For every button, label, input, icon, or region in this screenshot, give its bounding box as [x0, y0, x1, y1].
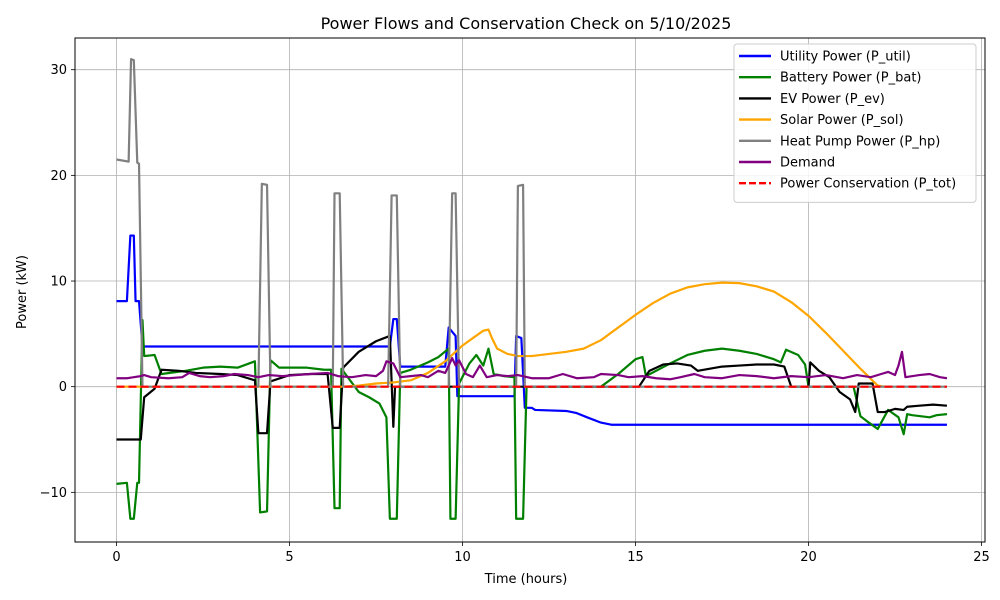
y-tick-label: 20 — [50, 169, 67, 184]
x-tick-label: 0 — [112, 550, 120, 565]
series-line-solar-power — [116, 281, 885, 388]
x-tick-label: 25 — [973, 550, 990, 565]
y-tick-label: 30 — [50, 63, 67, 78]
chart-title: Power Flows and Conservation Check on 5/… — [321, 14, 732, 33]
legend-label: Solar Power (P_sol) — [780, 113, 904, 128]
legend-label: Utility Power (P_util) — [780, 50, 911, 65]
series-line-demand — [116, 350, 948, 381]
x-tick-label: 20 — [800, 550, 817, 565]
x-tick-label: 15 — [627, 550, 644, 565]
x-tick-label: 10 — [454, 550, 471, 565]
legend-label: Demand — [780, 156, 835, 171]
y-tick-label: 10 — [50, 275, 67, 290]
legend-label: Power Conservation (P_tot) — [780, 177, 956, 192]
axis-ticks: 0 5 10 15 20 25 −10 0 10 20 30 — [40, 63, 990, 565]
legend-label: Heat Pump Power (P_hp) — [780, 134, 940, 149]
x-axis-title: Time (hours) — [484, 572, 568, 587]
legend: Utility Power (P_util) Battery Power (P_b… — [733, 43, 977, 203]
series-layer — [116, 58, 948, 520]
legend-label: Battery Power (P_bat) — [780, 71, 921, 86]
plot-frame — [74, 37, 986, 543]
y-tick-label: 0 — [59, 380, 67, 395]
series-line-battery-power — [116, 319, 948, 520]
series-line-utility-power — [116, 234, 947, 426]
y-axis-title: Power (kW) — [15, 255, 30, 329]
x-tick-label: 5 — [285, 550, 293, 565]
legend-box — [733, 43, 977, 203]
legend-label: EV Power (P_ev) — [780, 92, 885, 107]
series-line-ev-power — [116, 334, 948, 441]
series-line-heat-pump-power — [116, 58, 947, 388]
y-tick-label: −10 — [40, 486, 67, 501]
